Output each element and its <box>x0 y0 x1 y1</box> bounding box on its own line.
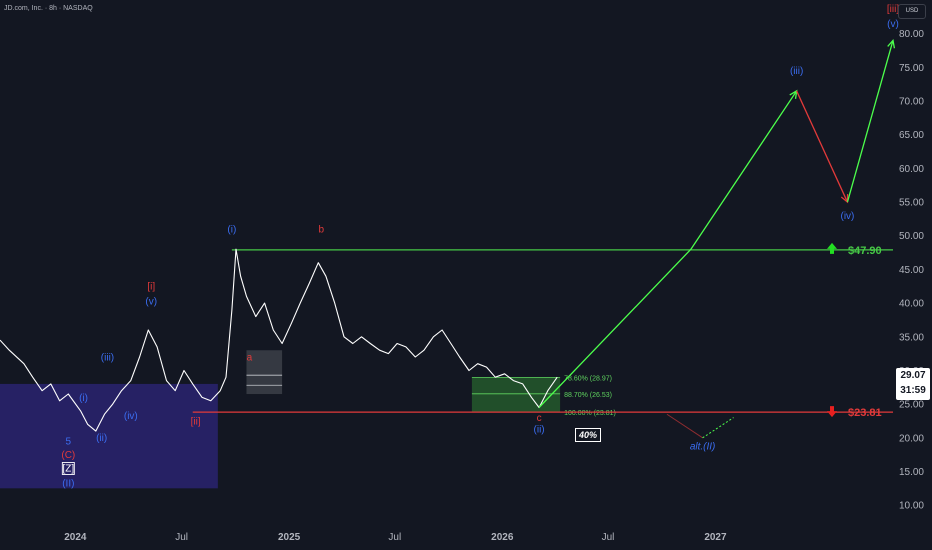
projection-path <box>846 40 894 203</box>
wave-label: (v) <box>887 19 899 30</box>
wave-label: [Z] <box>62 463 74 474</box>
zone-box-gray <box>246 350 283 395</box>
y-tick-label: 75.00 <box>899 63 924 74</box>
probability-badge: 40% <box>575 428 602 442</box>
wave-label: (iv) <box>840 211 854 222</box>
wave-label: alt.(II) <box>690 441 716 452</box>
wave-label: [ii] <box>191 416 201 427</box>
y-tick-label: 20.00 <box>899 433 924 444</box>
wave-label: (C) <box>61 450 75 461</box>
zone-box-purple <box>0 383 218 489</box>
y-tick-label: 70.00 <box>899 97 924 108</box>
y-tick-label: 15.00 <box>899 467 924 478</box>
wave-label: (ii) <box>534 424 545 435</box>
wave-label: c <box>537 413 542 424</box>
x-tick-label: Jul <box>602 532 615 543</box>
projection-path <box>538 90 798 408</box>
fib-zone <box>471 377 561 413</box>
wave-label: [i] <box>147 282 155 293</box>
wave-label: (iii) <box>101 352 114 363</box>
x-tick-label: 2027 <box>704 532 727 543</box>
y-tick-label: 80.00 <box>899 29 924 40</box>
alt-path-up <box>702 417 734 439</box>
last-price: 29.07 <box>900 370 926 381</box>
wave-label: b <box>318 224 324 235</box>
y-tick-label: 50.00 <box>899 231 924 242</box>
y-tick-label: 40.00 <box>899 299 924 310</box>
wave-label: (v) <box>145 296 157 307</box>
bar-countdown: 31:59 <box>900 385 926 396</box>
y-tick-label: 45.00 <box>899 265 924 276</box>
y-tick-label: 65.00 <box>899 130 924 141</box>
x-tick-label: 2026 <box>491 532 514 543</box>
support-label: $23.81 <box>848 407 882 419</box>
fib-level-label: 88.70% (26.53) <box>564 392 612 399</box>
up-arrow-icon <box>827 242 837 254</box>
wave-label: (ii) <box>96 433 107 444</box>
chart-title: JD.com, Inc. · 8h · NASDAQ <box>4 5 93 12</box>
down-arrow-icon <box>827 406 837 418</box>
resistance-label: $47.90 <box>848 245 882 257</box>
wave-label: a <box>247 352 253 363</box>
wave-label: (II) <box>62 478 74 489</box>
wave-label: (i) <box>79 393 88 404</box>
wave-label-box <box>61 462 75 475</box>
projection-arrowhead <box>789 89 798 99</box>
fib-level-label: 100.00% (23.81) <box>564 410 616 417</box>
fib-level-label: 78.60% (28.97) <box>564 375 612 382</box>
x-tick-label: Jul <box>175 532 188 543</box>
y-tick-label: 35.00 <box>899 332 924 343</box>
last-price-tag: 29.07 31:59 <box>896 368 930 400</box>
price-line <box>0 248 558 432</box>
y-tick-label: 55.00 <box>899 198 924 209</box>
wave-label: [iii] <box>887 4 899 15</box>
wave-label: 5 <box>66 437 72 448</box>
wave-label: (iv) <box>124 411 138 422</box>
alt-path-down <box>666 413 703 439</box>
x-tick-label: 2025 <box>278 532 301 543</box>
wave-label: (i) <box>227 224 236 235</box>
x-tick-label: Jul <box>388 532 401 543</box>
y-tick-label: 10.00 <box>899 501 924 512</box>
projection-arrowhead <box>887 38 896 49</box>
x-tick-label: 2024 <box>64 532 87 543</box>
y-tick-label: 25.00 <box>899 400 924 411</box>
projection-path <box>796 90 849 203</box>
y-tick-label: 60.00 <box>899 164 924 175</box>
currency-button[interactable]: USD <box>898 4 926 19</box>
wave-label: (iii) <box>790 66 803 77</box>
